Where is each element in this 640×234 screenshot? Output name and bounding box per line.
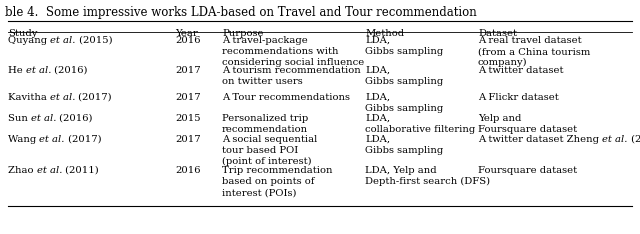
Text: Dataset: Dataset xyxy=(478,29,517,38)
Text: 2015: 2015 xyxy=(175,114,200,123)
Text: A twitter dataset Zheng: A twitter dataset Zheng xyxy=(478,135,602,144)
Text: (2016): (2016) xyxy=(51,66,88,75)
Text: Kavitha: Kavitha xyxy=(8,93,50,102)
Text: Foursquare dataset: Foursquare dataset xyxy=(478,166,577,175)
Text: 2017: 2017 xyxy=(175,93,200,102)
Text: et al.: et al. xyxy=(26,66,51,75)
Text: A twitter dataset: A twitter dataset xyxy=(478,66,563,75)
Text: et al.: et al. xyxy=(40,135,65,144)
Text: Trip recommendation
based on points of
interest (POIs): Trip recommendation based on points of i… xyxy=(222,166,333,197)
Text: A Tour recommendations: A Tour recommendations xyxy=(222,93,350,102)
Text: Purpose: Purpose xyxy=(222,29,264,38)
Text: LDA,
collaborative filtering: LDA, collaborative filtering xyxy=(365,114,476,134)
Text: 2017: 2017 xyxy=(175,66,200,75)
Text: A travel-package
recommendations with
considering social influence: A travel-package recommendations with co… xyxy=(222,36,364,67)
Text: Sun: Sun xyxy=(8,114,31,123)
Text: A real travel dataset
(from a China tourism
company): A real travel dataset (from a China tour… xyxy=(478,36,590,67)
Text: (2015): (2015) xyxy=(627,135,640,144)
Text: (2016): (2016) xyxy=(56,114,93,123)
Text: A tourism recommendation
on twitter users: A tourism recommendation on twitter user… xyxy=(222,66,361,86)
Text: et al.: et al. xyxy=(602,135,627,144)
Text: Personalized trip
recommendation: Personalized trip recommendation xyxy=(222,114,308,134)
Text: et al.: et al. xyxy=(50,93,76,102)
Text: LDA,
Gibbs sampling: LDA, Gibbs sampling xyxy=(365,93,444,113)
Text: Method: Method xyxy=(365,29,404,38)
Text: et al.: et al. xyxy=(31,114,56,123)
Text: Yelp and
Foursquare dataset: Yelp and Foursquare dataset xyxy=(478,114,577,134)
Text: LDA, Yelp and
Depth-first search (DFS): LDA, Yelp and Depth-first search (DFS) xyxy=(365,166,490,186)
Text: (2017): (2017) xyxy=(76,93,112,102)
Text: He: He xyxy=(8,66,26,75)
Text: Year: Year xyxy=(175,29,198,38)
Text: LDA,
Gibbs sampling: LDA, Gibbs sampling xyxy=(365,36,444,56)
Text: (2017): (2017) xyxy=(65,135,101,144)
Text: A social sequential
tour based POI
(point of interest): A social sequential tour based POI (poin… xyxy=(222,135,317,166)
Text: et al.: et al. xyxy=(51,36,76,45)
Text: 2016: 2016 xyxy=(175,166,200,175)
Text: (2011): (2011) xyxy=(62,166,99,175)
Text: LDA,
Gibbs sampling: LDA, Gibbs sampling xyxy=(365,66,444,86)
Text: et al.: et al. xyxy=(36,166,62,175)
Text: 2016: 2016 xyxy=(175,36,200,45)
Text: Zhao: Zhao xyxy=(8,166,36,175)
Text: Study: Study xyxy=(8,29,37,38)
Text: A Flickr dataset: A Flickr dataset xyxy=(478,93,559,102)
Text: 2017: 2017 xyxy=(175,135,200,144)
Text: (2015): (2015) xyxy=(76,36,112,45)
Text: ble 4.  Some impressive works LDA-based on Travel and Tour recommendation: ble 4. Some impressive works LDA-based o… xyxy=(5,6,477,19)
Text: Quyang: Quyang xyxy=(8,36,51,45)
Text: LDA,
Gibbs sampling: LDA, Gibbs sampling xyxy=(365,135,444,155)
Text: Wang: Wang xyxy=(8,135,40,144)
